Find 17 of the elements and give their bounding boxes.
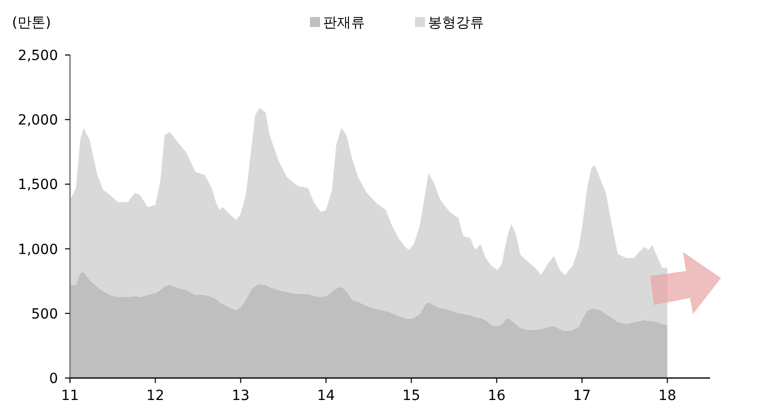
x-tick-label: 14 [317,388,335,404]
x-tick-label: 12 [146,388,164,404]
x-tick-label: 17 [573,388,591,404]
y-axis-title: (만톤) [12,15,51,31]
legend-label: 판재류 [323,15,365,31]
y-tick-label: 0 [49,371,58,387]
y-tick-label: 1,000 [18,242,58,258]
y-tick-label: 1,500 [18,177,58,194]
legend-label: 봉형강류 [428,15,484,31]
x-tick-label: 15 [402,388,420,404]
x-tick-label: 16 [488,388,506,404]
y-tick-label: 500 [31,306,58,322]
x-tick-label: 11 [61,388,79,404]
y-tick-label: 2,500 [18,48,58,64]
y-tick-label: 2,000 [18,112,58,129]
x-tick-label: 18 [658,388,676,404]
x-tick-label: 13 [232,388,250,404]
